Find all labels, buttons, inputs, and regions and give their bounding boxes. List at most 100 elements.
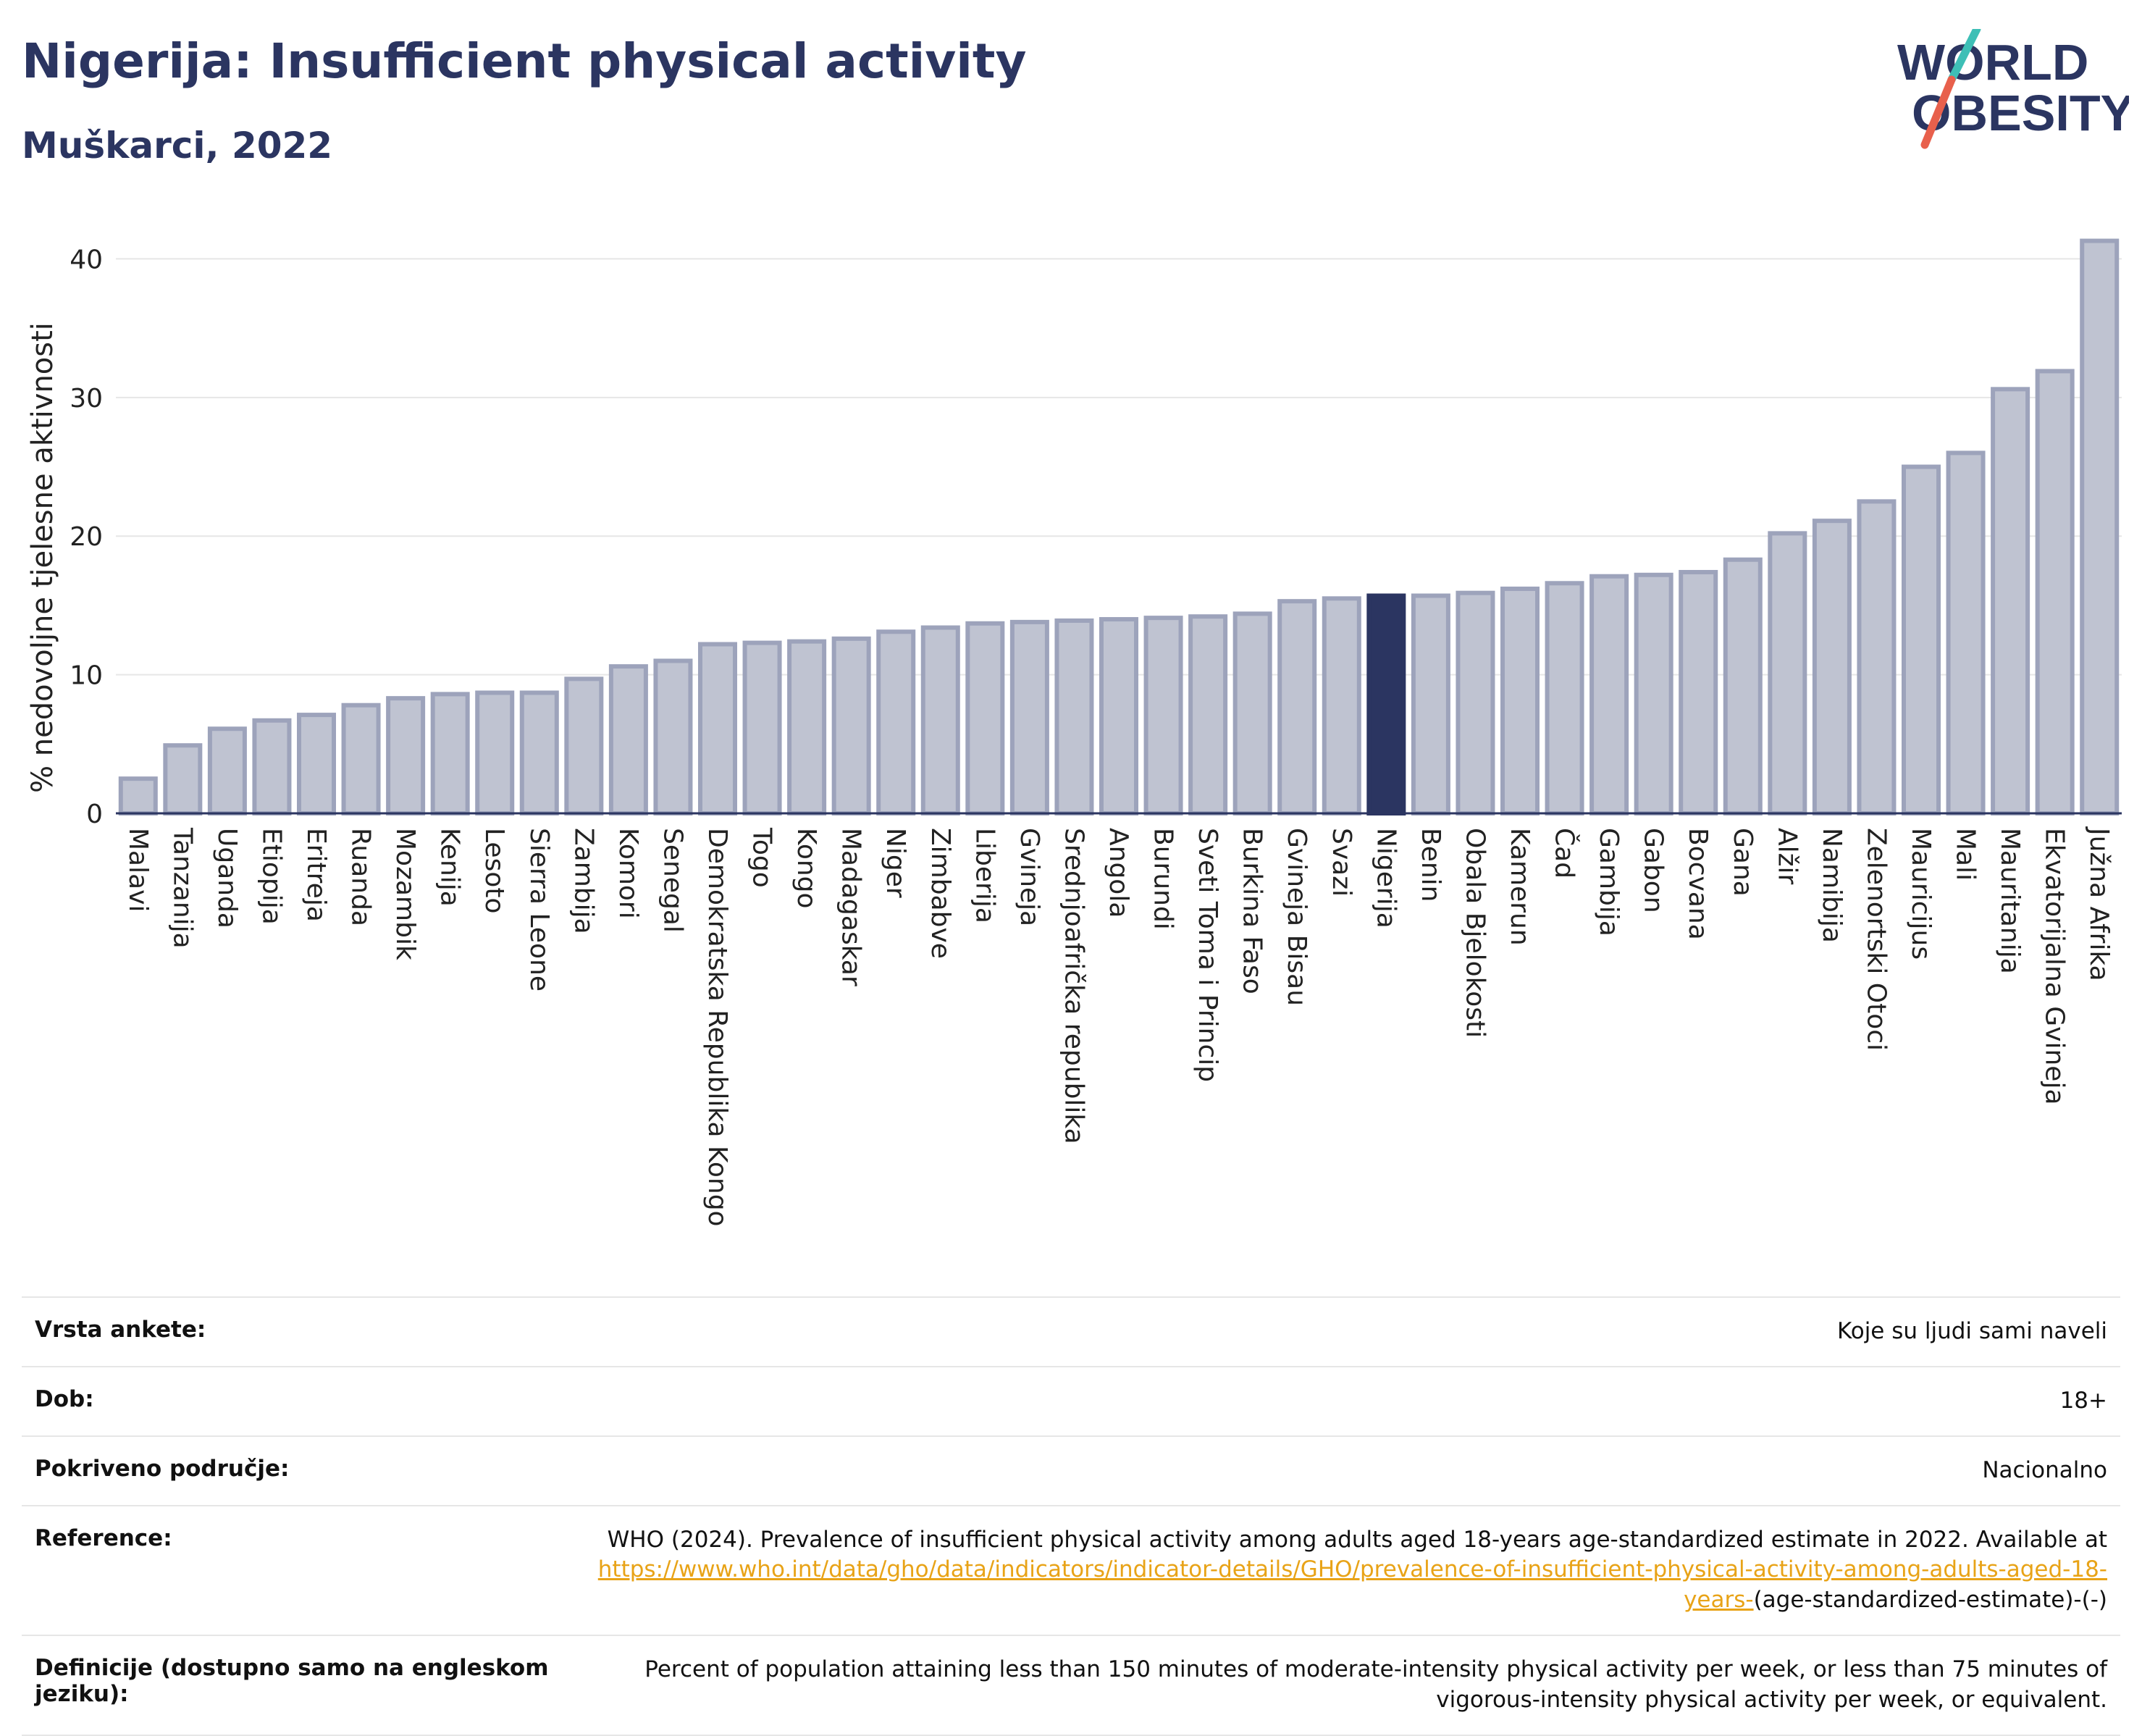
bar	[475, 690, 515, 815]
metadata-value: 18+	[2059, 1387, 2107, 1414]
metadata-value: Nacionalno	[1982, 1456, 2107, 1483]
bar	[608, 664, 648, 815]
metadata-label: Pokriveno područje:	[35, 1455, 290, 1482]
page-subtitle: Muškarci, 2022	[22, 125, 333, 167]
x-tick-label: Mozambik	[390, 828, 420, 960]
metadata-value: Percent of population attaining less tha…	[644, 1656, 2107, 1713]
bar	[1366, 593, 1406, 815]
bar	[1232, 611, 1272, 815]
x-tick-label: Angola	[1104, 828, 1133, 918]
x-tick-label: Gabon	[1639, 828, 1668, 913]
bar	[564, 676, 604, 815]
x-tick-label: Svazi	[1327, 828, 1356, 897]
y-tick-label: 30	[70, 384, 103, 414]
x-tick-label: Benin	[1416, 828, 1445, 902]
x-tick-label: Gvineja	[1015, 828, 1044, 926]
x-tick-label: Komori	[613, 828, 643, 919]
x-tick-label: Sierra Leone	[524, 828, 554, 991]
bar	[118, 776, 158, 815]
x-tick-label: Alžir	[1772, 828, 1802, 885]
x-tick-label: Čad	[1550, 828, 1580, 879]
metadata-label: Dob:	[35, 1385, 94, 1412]
bar	[2035, 369, 2075, 815]
y-tick-label: 20	[70, 522, 103, 552]
bar	[1009, 619, 1049, 815]
bar	[1143, 616, 1183, 815]
bar	[207, 726, 247, 815]
bar	[1723, 557, 1763, 815]
x-tick-label: Namibija	[1817, 828, 1847, 943]
metadata-table: Vrsta ankete: Koje su ljudi sami naveli Do…	[22, 1296, 2120, 1736]
bar-chart: 0 10 20 30 40 Malavi Tanzanija Uganda Etiopija E…	[26, 238, 2122, 1227]
bar	[1411, 593, 1450, 815]
x-tick-label: Lesoto	[479, 828, 509, 914]
x-tick-label: Madagaskar	[836, 828, 866, 986]
y-axis-label: % nedovoljne tjelesne aktivnosti	[26, 322, 59, 793]
x-tick-label: Togo	[747, 827, 777, 888]
x-tick-label: Gvineja Bisau	[1282, 828, 1311, 1006]
bar	[1545, 581, 1584, 815]
x-tick-label: Kenija	[435, 828, 465, 907]
bar	[1456, 590, 1495, 815]
x-tick-label: Bocvana	[1683, 828, 1713, 940]
bar	[1589, 574, 1629, 815]
bar	[1679, 569, 1718, 815]
y-tick-label: 40	[70, 245, 103, 274]
bar	[831, 636, 871, 815]
bar	[1812, 519, 1852, 815]
metadata-value: Koje su ljudi sami naveli	[1836, 1318, 2107, 1344]
x-tick-label: Zimbabve	[925, 828, 955, 959]
bar	[386, 696, 426, 815]
bar	[1099, 617, 1139, 815]
bar	[1946, 450, 1986, 815]
y-tick-label: 0	[86, 800, 103, 829]
bar	[965, 621, 1005, 816]
bar	[296, 713, 337, 816]
x-tick-label: Zelenortski Otoci	[1861, 828, 1891, 1051]
bar	[163, 743, 203, 816]
y-axis-ticks: 0 10 20 30 40	[70, 245, 103, 829]
x-tick-label: Mauritanija	[1995, 828, 2025, 974]
x-tick-label: Eritreja	[301, 828, 331, 922]
x-tick-label: Etiopija	[256, 828, 286, 925]
bar	[1054, 618, 1094, 815]
bar	[920, 625, 960, 815]
x-tick-label: Gambija	[1594, 828, 1624, 936]
bar	[1500, 586, 1540, 815]
x-tick-label: Demokratska Republika Kongo	[702, 828, 732, 1227]
x-tick-label: Uganda	[212, 828, 242, 928]
x-tick-label: Mauricijus	[1906, 828, 1936, 960]
x-tick-label: Mali	[1951, 828, 1981, 881]
metadata-value: WHO (2024). Prevalence of insufficient p…	[597, 1526, 2107, 1614]
bar	[1322, 596, 1361, 815]
x-tick-label: Kongo	[791, 828, 821, 909]
x-tick-label: Burundi	[1148, 828, 1178, 930]
x-tick-label: Sveti Toma i Princip	[1193, 828, 1222, 1082]
logo-line1: WORLD	[1897, 34, 2088, 91]
y-tick-label: 10	[70, 661, 103, 691]
metadata-label: Definicije (dostupno samo na engleskom j…	[35, 1655, 549, 1708]
x-tick-label: Srednjoafrička republika	[1059, 828, 1088, 1144]
metadata-row: Reference: WHO (2024). Prevalence of insu…	[22, 1504, 2120, 1635]
bars	[118, 238, 2120, 816]
bar	[252, 718, 292, 816]
x-tick-label: Južna Afrika	[2084, 826, 2114, 981]
bar	[1857, 499, 1897, 815]
bar	[742, 640, 782, 816]
bar	[653, 658, 693, 815]
world-obesity-logo: WORLD OBESITY	[1897, 29, 2129, 149]
x-tick-label: Gana	[1728, 828, 1757, 897]
bar	[2080, 238, 2120, 815]
x-tick-label: Ekvatorijalna Gvineja	[2040, 828, 2070, 1105]
page-title: Nigerija: Insufficient physical activity	[22, 33, 1027, 89]
x-tick-label: Malavi	[123, 828, 153, 913]
bar	[787, 639, 827, 815]
x-axis-labels: Malavi Tanzanija Uganda Etiopija Eritreja Rua…	[123, 826, 2114, 1227]
x-tick-label: Tanzanija	[167, 827, 197, 949]
bar	[1991, 387, 2030, 815]
bar	[1277, 599, 1317, 815]
reference-link[interactable]: https://www.who.int/data/gho/data/indica…	[597, 1556, 2107, 1614]
x-tick-label: Zambija	[568, 828, 598, 934]
bar	[876, 629, 916, 815]
x-tick-label: Ruanda	[346, 828, 376, 926]
